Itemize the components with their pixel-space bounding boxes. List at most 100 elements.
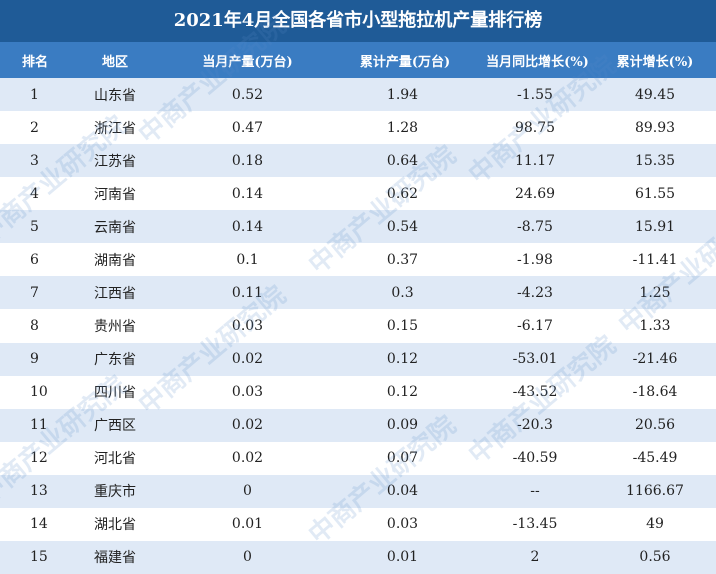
table-cell: -21.46 <box>632 351 678 368</box>
table-cell: 1 <box>30 86 39 103</box>
table-cell: 0.3 <box>391 284 414 301</box>
table-cell: 13 <box>30 483 48 500</box>
table-cell: 61.55 <box>634 185 676 202</box>
table-cell: 14 <box>30 516 48 533</box>
table-cell: 3 <box>30 152 39 169</box>
table-cell: 0.12 <box>386 351 419 368</box>
table-cell: 1.33 <box>639 317 671 334</box>
table-cell: 贵州省 <box>94 318 136 335</box>
table-cell: 河北省 <box>94 451 136 468</box>
table-cell: 11 <box>30 417 48 434</box>
table-cell: 山东省 <box>94 87 136 104</box>
table-cell: -8.75 <box>517 218 553 235</box>
table-cell: 15.35 <box>634 152 676 169</box>
table-cell: 0.11 <box>231 284 264 301</box>
table-cell: 江苏省 <box>94 153 136 170</box>
header-cell: 累计增长(%) <box>616 54 694 70</box>
table-cell: 0.02 <box>231 351 264 368</box>
table-cell: 15 <box>30 549 48 566</box>
table-cell: 河南省 <box>94 186 136 203</box>
table-cell: 0.12 <box>386 384 419 401</box>
table-cell: -18.64 <box>632 384 678 401</box>
table-cell: -45.49 <box>632 450 678 467</box>
header-row: 排名 地区 当月产量(万台) 累计产量(万台) 当月同比增长(%) 累计增长(%) <box>0 42 716 78</box>
table-row: 15 福建省 0 0.01 2 0.56 <box>0 540 716 574</box>
table-cell: 4 <box>30 185 39 202</box>
table-row: 13 重庆市 0 0.04 -- 1166.67 <box>0 474 716 508</box>
table-cell: -40.59 <box>512 450 558 467</box>
table-cell: 15.91 <box>634 218 676 235</box>
table-cell: 0.14 <box>231 185 264 202</box>
header-cell: 累计产量(万台) <box>359 54 451 70</box>
table-cell: 11.17 <box>514 152 556 169</box>
table-cell: -1.98 <box>517 251 553 268</box>
table-cell: 98.75 <box>514 119 556 136</box>
table-cell: 2 <box>30 119 39 136</box>
table-row: 7 江西省 0.11 0.3 -4.23 1.25 <box>0 276 716 310</box>
table-cell: 0.62 <box>386 185 419 202</box>
table-cell: 0.02 <box>231 450 264 467</box>
table-cell: 0.14 <box>231 218 264 235</box>
table-cell: 0.56 <box>639 549 671 566</box>
table-cell: 8 <box>30 317 39 334</box>
table-row: 12 河北省 0.02 0.07 -40.59 -45.49 <box>0 442 716 475</box>
header-cell: 地区 <box>101 54 128 70</box>
table-cell: -20.3 <box>517 417 553 434</box>
table-cell: 0.07 <box>386 450 419 467</box>
table-cell: 20.56 <box>634 417 676 434</box>
table-cell: 0.03 <box>231 317 264 334</box>
table-cell: 0.03 <box>231 384 264 401</box>
table-cell: 9 <box>30 351 39 368</box>
table-row: 8 贵州省 0.03 0.15 -6.17 1.33 <box>0 309 716 342</box>
table-cell: 0 <box>243 483 252 500</box>
table-cell: 12 <box>30 450 48 467</box>
table-cell: 湖北省 <box>94 517 136 534</box>
table-cell: 0.52 <box>231 86 264 103</box>
table-row: 2 浙江省 0.47 1.28 98.75 89.93 <box>0 111 716 144</box>
table-cell: 1.94 <box>386 86 419 103</box>
table-cell: 0.04 <box>386 483 419 500</box>
table-cell: 1.25 <box>639 284 671 301</box>
table-cell: 1166.67 <box>626 483 684 500</box>
table-cell: 0.15 <box>386 317 419 334</box>
table-row: 9 广东省 0.02 0.12 -53.01 -21.46 <box>0 342 716 376</box>
table-row: 14 湖北省 0.01 0.03 -13.45 49 <box>0 508 716 541</box>
table-cell: 0.37 <box>386 251 419 268</box>
table-cell: 6 <box>30 251 39 268</box>
table-cell: 24.69 <box>514 185 556 202</box>
table-cell: 四川省 <box>94 385 136 402</box>
table-row: 1 山东省 0.52 1.94 -1.55 49.45 <box>0 78 716 111</box>
table-cell: 湖南省 <box>94 252 136 269</box>
table-cell: 重庆市 <box>94 484 136 501</box>
table-cell: 0.01 <box>231 516 264 533</box>
table-cell: 0 <box>243 549 252 566</box>
table-cell: 10 <box>30 384 48 401</box>
table-cell: -11.41 <box>632 251 678 268</box>
table-row: 10 四川省 0.03 0.12 -43.52 -18.64 <box>0 376 716 409</box>
table-cell: 2 <box>530 549 540 566</box>
table-row: 5 云南省 0.14 0.54 -8.75 15.91 <box>0 210 716 244</box>
table-cell: 0.47 <box>231 119 264 136</box>
table-cell: -- <box>530 483 540 500</box>
header-cell: 当月同比增长(%) <box>486 54 589 70</box>
table-cell: 0.1 <box>236 251 259 268</box>
table-cell: 0.64 <box>386 152 419 169</box>
table-row: 4 河南省 0.14 0.62 24.69 61.55 <box>0 177 716 210</box>
table-row: 3 江苏省 0.18 0.64 11.17 15.35 <box>0 144 716 178</box>
table-cell: -53.01 <box>512 351 558 368</box>
table-cell: 广东省 <box>94 352 136 369</box>
table-cell: 49.45 <box>634 86 676 103</box>
table-cell: 0.02 <box>231 417 264 434</box>
table-cell: 7 <box>30 284 39 301</box>
table-cell: 浙江省 <box>94 120 136 137</box>
table-cell: -13.45 <box>512 516 558 533</box>
table-row: 6 湖南省 0.1 0.37 -1.98 -11.41 <box>0 243 716 276</box>
table-cell: 0.01 <box>386 549 419 566</box>
table-cell: -1.55 <box>517 86 553 103</box>
table-cell: -4.23 <box>517 284 553 301</box>
table-cell: 0.18 <box>231 152 264 169</box>
table-cell: 89.93 <box>634 119 676 136</box>
table-row: 11 广西区 0.02 0.09 -20.3 20.56 <box>0 408 716 442</box>
header-cell: 排名 <box>21 54 48 70</box>
